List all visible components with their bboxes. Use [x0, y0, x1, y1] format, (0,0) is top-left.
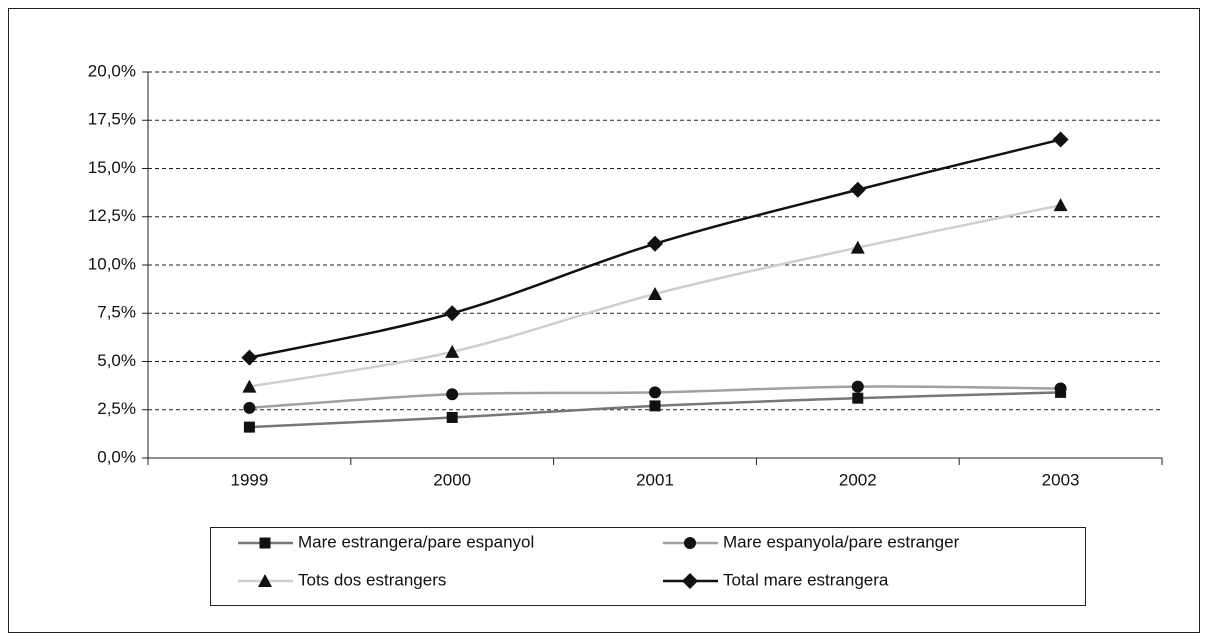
marker — [1052, 131, 1069, 148]
y-tick-label: 17,5% — [88, 110, 136, 129]
marker — [851, 380, 864, 393]
legend-label: Mare espanyola/pare estranger — [723, 532, 960, 551]
x-tick-label: 2002 — [839, 470, 877, 489]
marker — [850, 240, 865, 254]
marker — [852, 392, 864, 404]
legend-box — [210, 527, 1086, 606]
y-tick-label: 5,0% — [97, 351, 136, 370]
marker — [445, 344, 460, 358]
legend-label: Tots dos estrangers — [298, 570, 446, 589]
y-tick-label: 7,5% — [97, 303, 136, 322]
marker — [649, 386, 661, 399]
marker — [444, 305, 461, 322]
marker — [849, 181, 866, 198]
marker — [682, 573, 698, 589]
y-tick-label: 15,0% — [88, 158, 136, 177]
marker — [648, 286, 662, 300]
marker — [242, 379, 257, 393]
y-tick-label: 0,0% — [97, 447, 136, 466]
x-tick-label: 2003 — [1042, 470, 1080, 489]
y-tick-label: 12,5% — [88, 206, 136, 225]
marker — [243, 401, 256, 414]
y-tick-label: 10,0% — [88, 254, 136, 273]
marker — [243, 421, 255, 433]
marker — [649, 400, 661, 412]
legend-label: Mare estrangera/pare espanyol — [298, 532, 534, 551]
marker — [446, 411, 458, 423]
legend-label: Total mare estrangera — [723, 570, 889, 589]
marker — [647, 235, 663, 252]
x-tick-label: 2001 — [636, 470, 674, 489]
marker — [259, 537, 271, 549]
x-tick-label: 2000 — [433, 470, 471, 489]
marker — [684, 537, 696, 549]
marker — [258, 574, 272, 587]
y-tick-label: 20,0% — [88, 61, 136, 80]
x-tick-label: 1999 — [230, 470, 268, 489]
y-tick-label: 2,5% — [97, 399, 136, 418]
marker — [1053, 198, 1068, 212]
marker — [241, 349, 258, 366]
marker — [1054, 382, 1067, 395]
marker — [446, 388, 459, 401]
